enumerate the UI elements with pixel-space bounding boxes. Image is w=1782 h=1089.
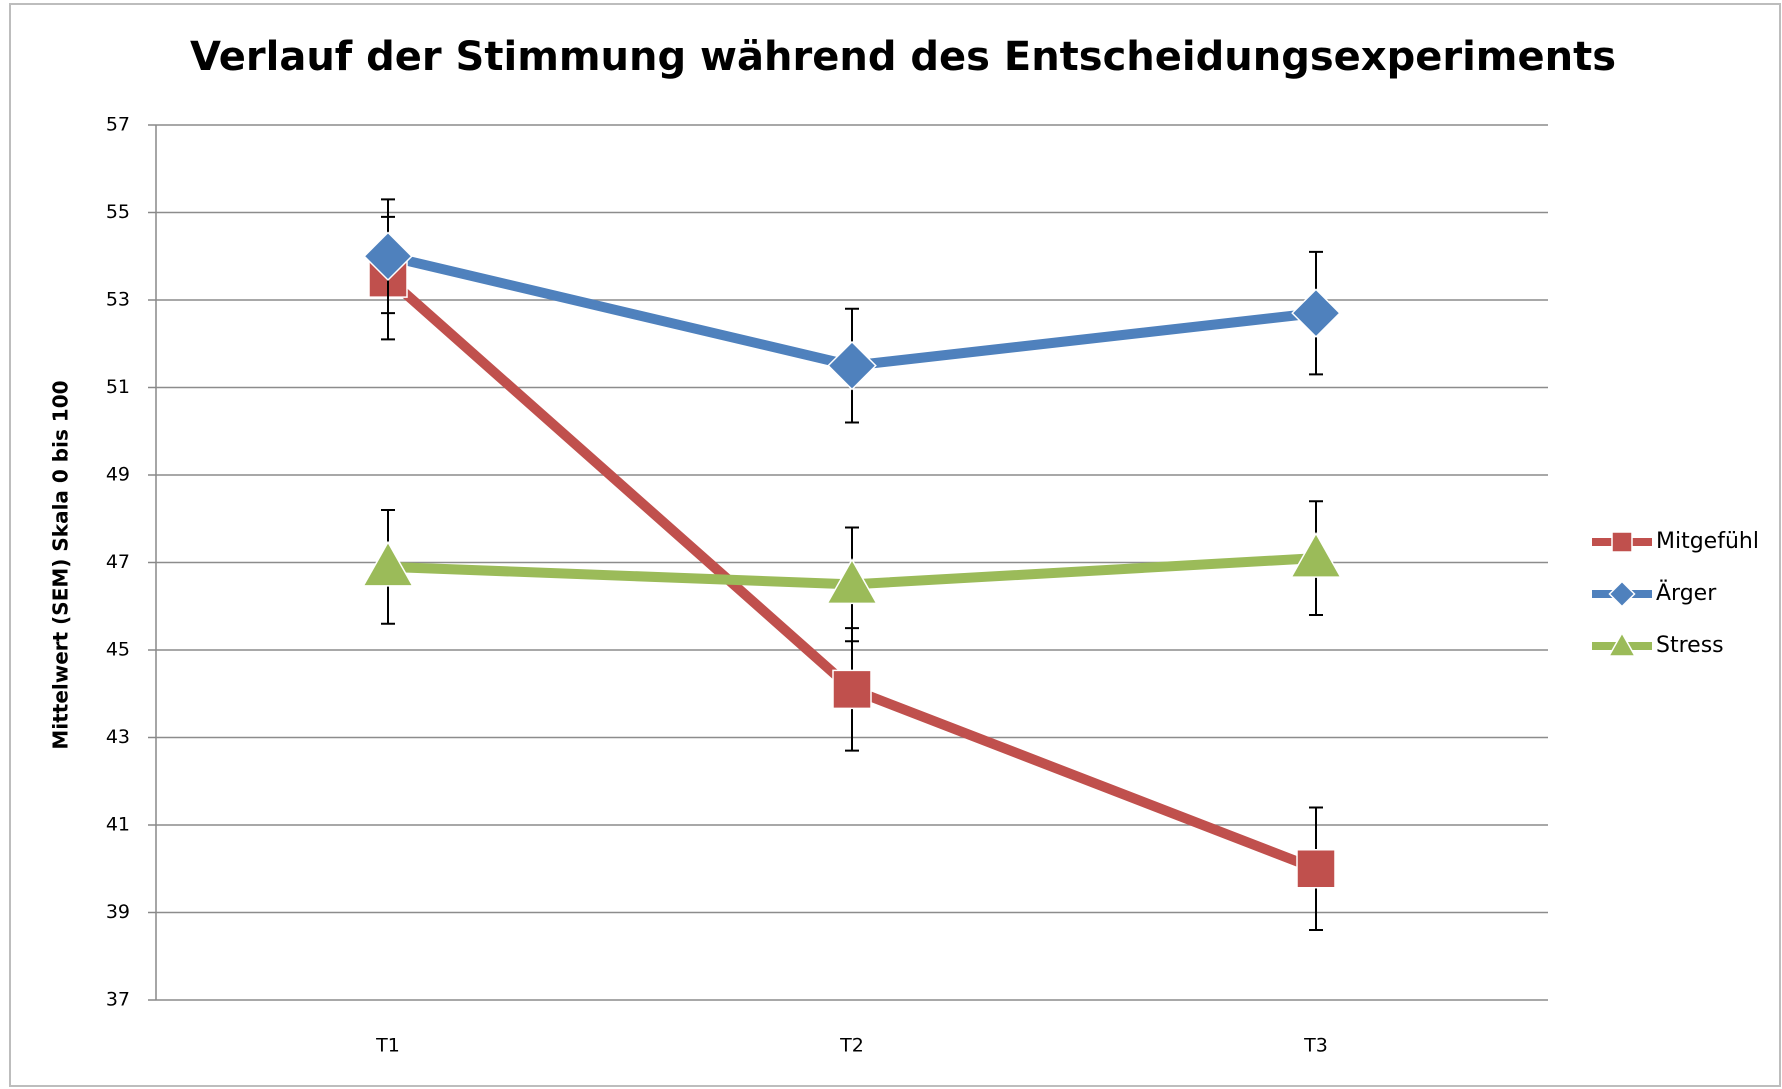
legend-item: Mitgefühl	[1592, 529, 1759, 554]
marker	[1611, 531, 1633, 553]
y-tick-label: 43	[106, 726, 130, 748]
marker	[363, 231, 413, 282]
legend-item: Ärger	[1592, 580, 1717, 608]
y-tick-label: 53	[106, 289, 130, 311]
y-tick-label: 37	[106, 989, 130, 1011]
x-tick-label: T2	[839, 1035, 864, 1057]
y-axis-label: Mittelwert (SEM) Skala 0 bis 100	[49, 380, 73, 749]
marker	[832, 669, 872, 710]
legend-item: Stress	[1592, 631, 1724, 658]
marker	[362, 540, 414, 587]
y-tick-label: 49	[106, 464, 130, 486]
y-tick-label: 47	[106, 551, 130, 573]
marker	[1290, 531, 1342, 578]
marker	[826, 558, 878, 605]
y-tick-label: 57	[106, 114, 130, 136]
marker	[827, 340, 877, 391]
chart-title: Verlauf der Stimmung während des Entsche…	[190, 34, 1616, 80]
x-tick-label: T3	[1303, 1035, 1328, 1057]
chart-border	[9, 3, 1781, 1087]
y-tick-label: 51	[106, 376, 130, 398]
y-tick-label: 55	[106, 201, 130, 223]
marker	[1291, 288, 1341, 338]
marker	[1607, 631, 1637, 657]
marker	[1296, 849, 1336, 889]
y-tick-label: 39	[106, 901, 130, 923]
y-tick-label: 45	[106, 639, 130, 661]
y-tick-label: 41	[106, 814, 130, 836]
legend-label: Mitgefühl	[1656, 529, 1759, 554]
x-tick-label: T1	[375, 1035, 400, 1057]
marker	[1608, 580, 1636, 608]
legend-label: Ärger	[1656, 580, 1717, 606]
legend-label: Stress	[1656, 633, 1724, 658]
